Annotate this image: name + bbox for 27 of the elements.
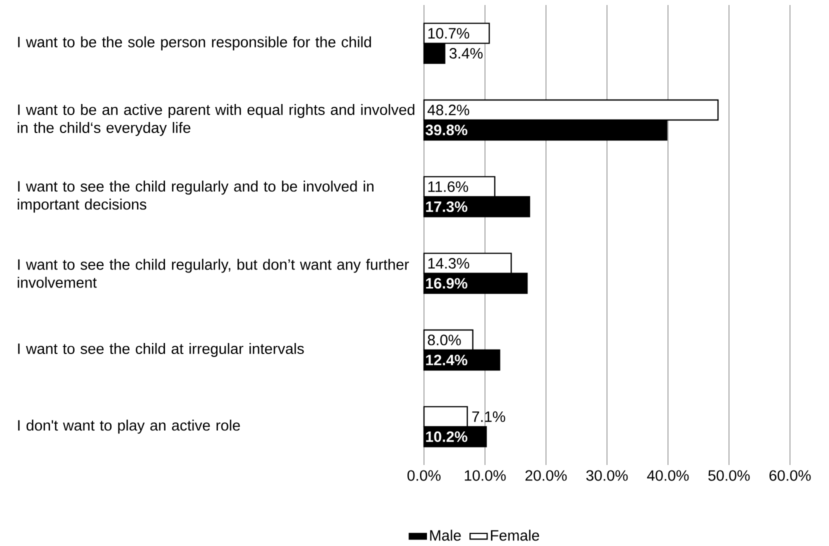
x-tick-label: 40.0% [647,470,689,481]
x-tick-label: 50.0% [708,470,750,481]
y-tick-label: I want to see the child regularly, but don’t want any further involvement [18,258,409,288]
data-label: 14.3% [428,258,470,269]
x-tick-label: 60.0% [769,470,811,481]
y-tick-label: I don't want to play an active role [18,420,240,434]
data-label: 17.3% [426,201,468,212]
data-label: 3.4% [450,48,483,59]
data-label: 7.1% [472,411,506,422]
y-tick-label: I want to be the sole person responsible for the child [18,36,371,50]
y-tick-label: I want to be an active parent with equal rights and involved in the child‘s everyday life [18,104,414,136]
y-tick-label: I want to see the child regularly and to be involved in important decisions [18,180,374,213]
data-label: 10.2% [426,431,468,442]
legend-label: Male [430,530,461,541]
legend-label: Female [490,530,540,541]
data-label: 48.2% [428,104,470,116]
x-tick-label: 20.0% [525,470,567,481]
data-label: 12.4% [426,354,468,366]
data-label: 8.0% [428,334,461,346]
data-label: 16.9% [426,278,468,289]
data-label: 10.7% [428,28,470,39]
y-tick-label: I want to see the child at irregular intervals [18,343,304,357]
data-label: 39.8% [426,124,468,136]
x-tick-label: 0.0% [407,470,441,481]
x-tick-label: 30.0% [586,470,628,481]
data-label: 11.6% [428,181,468,192]
x-tick-label: 10.0% [464,470,506,481]
